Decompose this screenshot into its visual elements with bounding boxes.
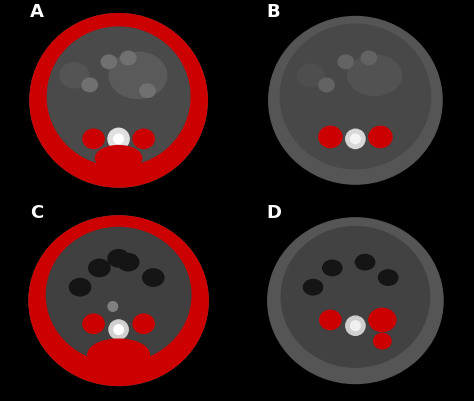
Ellipse shape	[348, 55, 401, 95]
Ellipse shape	[269, 16, 442, 184]
Ellipse shape	[369, 308, 396, 332]
Ellipse shape	[47, 27, 190, 166]
Ellipse shape	[346, 129, 365, 148]
Ellipse shape	[133, 314, 154, 333]
Ellipse shape	[319, 126, 342, 148]
Ellipse shape	[109, 52, 167, 98]
Ellipse shape	[356, 255, 374, 270]
Ellipse shape	[319, 78, 334, 92]
Ellipse shape	[120, 51, 136, 65]
Ellipse shape	[70, 279, 91, 296]
Ellipse shape	[101, 55, 117, 69]
Ellipse shape	[108, 249, 129, 267]
Text: D: D	[267, 204, 282, 222]
Ellipse shape	[114, 325, 123, 334]
Ellipse shape	[338, 55, 354, 69]
Ellipse shape	[143, 269, 164, 286]
Ellipse shape	[118, 253, 139, 271]
Ellipse shape	[108, 302, 118, 311]
Ellipse shape	[281, 227, 429, 367]
Ellipse shape	[320, 310, 341, 330]
Ellipse shape	[83, 129, 104, 148]
Ellipse shape	[323, 260, 342, 275]
Ellipse shape	[88, 339, 149, 370]
Ellipse shape	[89, 259, 110, 277]
Ellipse shape	[379, 270, 398, 285]
Ellipse shape	[60, 63, 89, 88]
Ellipse shape	[374, 333, 391, 349]
Ellipse shape	[30, 14, 207, 187]
Ellipse shape	[303, 279, 323, 295]
Ellipse shape	[95, 146, 142, 171]
Ellipse shape	[268, 218, 443, 383]
Ellipse shape	[82, 78, 97, 92]
Ellipse shape	[140, 84, 155, 97]
Ellipse shape	[29, 216, 208, 385]
Ellipse shape	[46, 227, 191, 363]
Ellipse shape	[346, 316, 365, 335]
Ellipse shape	[280, 24, 430, 169]
Text: B: B	[267, 4, 281, 22]
Ellipse shape	[114, 134, 123, 144]
Ellipse shape	[361, 51, 377, 65]
Ellipse shape	[30, 14, 207, 187]
Ellipse shape	[369, 126, 392, 148]
Text: C: C	[30, 204, 43, 222]
Ellipse shape	[351, 134, 360, 144]
Text: A: A	[30, 4, 44, 22]
Ellipse shape	[109, 320, 128, 339]
Ellipse shape	[298, 64, 325, 87]
Ellipse shape	[83, 314, 104, 333]
Ellipse shape	[133, 129, 154, 148]
Ellipse shape	[351, 321, 360, 330]
Ellipse shape	[29, 216, 208, 385]
Ellipse shape	[108, 128, 129, 150]
